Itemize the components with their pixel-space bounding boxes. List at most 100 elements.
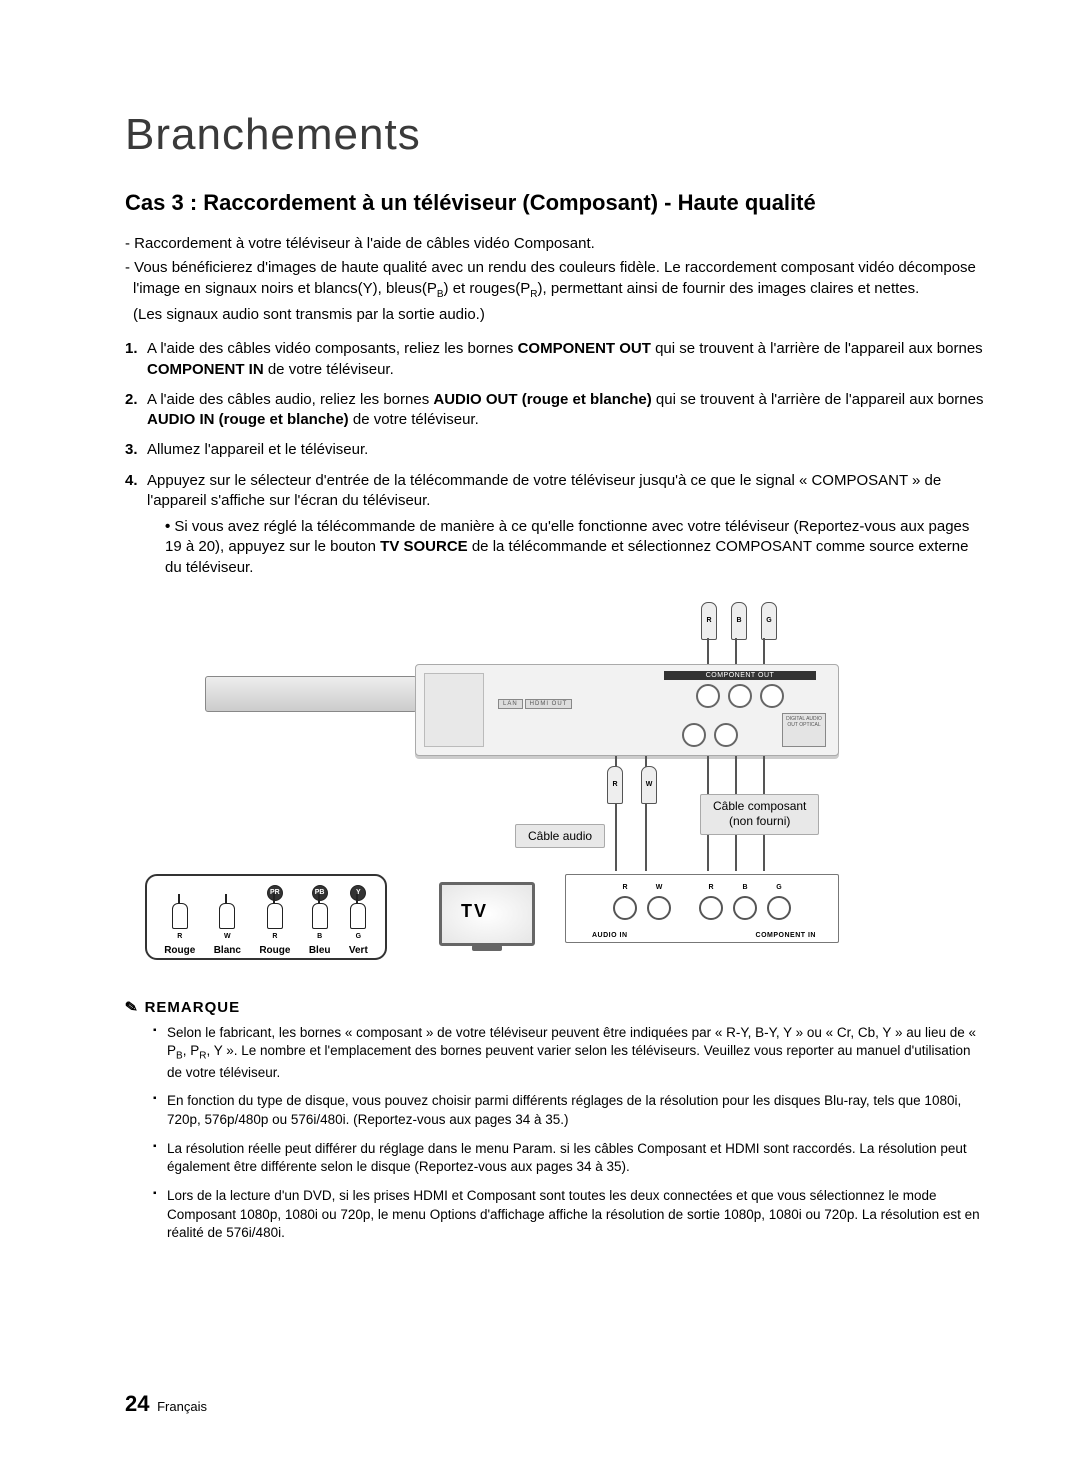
note-text: , Y ». Le nombre et l'emplacement des bo… [167,1043,971,1079]
lan-label: LAN [498,699,523,709]
mini-plug-icon [267,903,283,929]
plugs-mid [607,766,657,804]
intro-text: ) et rouges(P [444,280,531,297]
section-subtitle: Cas 3 : Raccordement à un téléviseur (Co… [125,190,985,216]
step-text: qui se trouvent à l'arrière de l'apparei… [651,340,983,357]
subscript-pb: B [437,289,444,300]
jack-icon [767,896,791,920]
step-text: de votre téléviseur. [349,411,479,428]
jack-icon [733,896,757,920]
note-text: , P [183,1043,200,1058]
connection-diagram: LANHDMI OUT COMPONENT OUT DIGITAL AUDIO … [145,596,965,976]
jack-icon [647,896,671,920]
plugs-top [701,602,777,640]
page-number: 24 [125,1391,149,1416]
intro-line-3: (Les signaux audio sont transmis par la … [133,305,985,325]
component-cable-label: Câble composant (non fourni) [700,794,819,835]
jack-icon [699,896,723,920]
plug-g-icon [761,602,777,640]
legend-col: R Rouge [164,903,195,956]
legend-color: Blanc [214,945,241,956]
note-icon: ✎ [124,997,140,1017]
cable-legend: R Rouge W Blanc PR R Rouge PB B Bleu [145,874,387,960]
jack-icon [682,723,706,747]
legend-circle: PR [267,885,283,901]
legend-circle: PB [312,885,328,901]
mini-plug-icon [219,903,235,929]
step-bold: AUDIO OUT (rouge et blanche) [433,391,651,408]
mini-plug-icon [172,903,188,929]
jack-icon [714,723,738,747]
remark-item: Selon le fabricant, les bornes « composa… [153,1024,985,1083]
component-out-group: COMPONENT OUT [664,671,816,708]
jack-icon [728,684,752,708]
step-2: A l'aide des câbles audio, reliez les bo… [147,390,985,431]
plug-r-icon [701,602,717,640]
manual-page: Branchements Cas 3 : Raccordement à un t… [0,0,1080,1477]
tv-label: TV [461,901,488,922]
legend-letter: R [269,931,281,943]
jack-icon [613,896,637,920]
legend-circle: Y [350,885,366,901]
plug-w-icon [641,766,657,804]
legend-letter: W [221,931,233,943]
audio-out-group [682,723,738,747]
step-1: A l'aide des câbles vidéo composants, re… [147,339,985,380]
label-text: Câble composant [713,799,806,813]
plug-r-icon [607,766,623,804]
audio-in-label: AUDIO IN [592,932,628,939]
remark-heading: ✎ REMARQUE [125,998,985,1016]
remark-item: La résolution réelle peut différer du ré… [153,1140,985,1177]
step-text: A l'aide des câbles vidéo composants, re… [147,340,518,357]
legend-col: PR R Rouge [259,885,290,956]
optical-out-label: DIGITAL AUDIO OUT OPTICAL [782,713,826,747]
legend-col: PB B Bleu [309,885,331,956]
player-rear-panel: LANHDMI OUT COMPONENT OUT DIGITAL AUDIO … [415,664,839,756]
component-out-label: COMPONENT OUT [664,671,816,680]
remark-item: En fonction du type de disque, vous pouv… [153,1092,985,1129]
step-text: Appuyez sur le sélecteur d'entrée de la … [147,472,941,509]
component-in-label: COMPONENT IN [756,932,816,939]
intro-text: ), permettant ainsi de fournir des image… [537,280,919,297]
step-4: Appuyez sur le sélecteur d'entrée de la … [147,471,985,578]
label-text: (non fourni) [729,814,790,828]
step-bold: AUDIO IN (rouge et blanche) [147,411,349,428]
steps-list: A l'aide des câbles vidéo composants, re… [125,339,985,578]
jack-icon [696,684,720,708]
step-text: qui se trouvent à l'arrière de l'apparei… [652,391,984,408]
mini-plug-icon [350,903,366,929]
plug-b-icon [731,602,747,640]
legend-letter: R [174,931,186,943]
legend-letter: B [314,931,326,943]
lan-hdmi-labels: LANHDMI OUT [498,701,574,707]
disc-tray-icon [205,676,417,712]
page-language: Français [157,1399,207,1414]
jack-icon [760,684,784,708]
intro-line-1: - Raccordement à votre téléviseur à l'ai… [133,234,985,254]
step-3: Allumez l'appareil et le téléviseur. [147,440,985,460]
intro-line-2: - Vous bénéficierez d'images de haute qu… [133,258,985,301]
page-title: Branchements [125,110,985,160]
legend-color: Bleu [309,945,331,956]
page-footer: 24 Français [125,1391,207,1417]
step-bold: COMPONENT IN [147,361,264,378]
remark-label: REMARQUE [145,999,241,1016]
sub-bold: TV SOURCE [380,538,468,555]
legend-col: Y G Vert [349,885,368,956]
remarks-list: Selon le fabricant, les bornes « composa… [153,1024,985,1243]
subscript: B [176,1051,183,1062]
legend-color: Rouge [259,945,290,956]
audio-cable-label: Câble audio [515,824,605,848]
legend-letter: G [352,931,364,943]
tv-input-panel: AUDIO IN COMPONENT IN [565,874,839,943]
mini-plug-icon [312,903,328,929]
legend-col: W Blanc [214,903,241,956]
legend-color: Vert [349,945,368,956]
remark-item: Lors de la lecture d'un DVD, si les pris… [153,1187,985,1243]
step-text: de votre téléviseur. [264,361,394,378]
step-text: A l'aide des câbles audio, reliez les bo… [147,391,433,408]
step-bold: COMPONENT OUT [518,340,651,357]
hdmi-label: HDMI OUT [525,699,573,709]
step-4-sub: Si vous avez réglé la télécommande de ma… [165,517,985,578]
legend-color: Rouge [164,945,195,956]
